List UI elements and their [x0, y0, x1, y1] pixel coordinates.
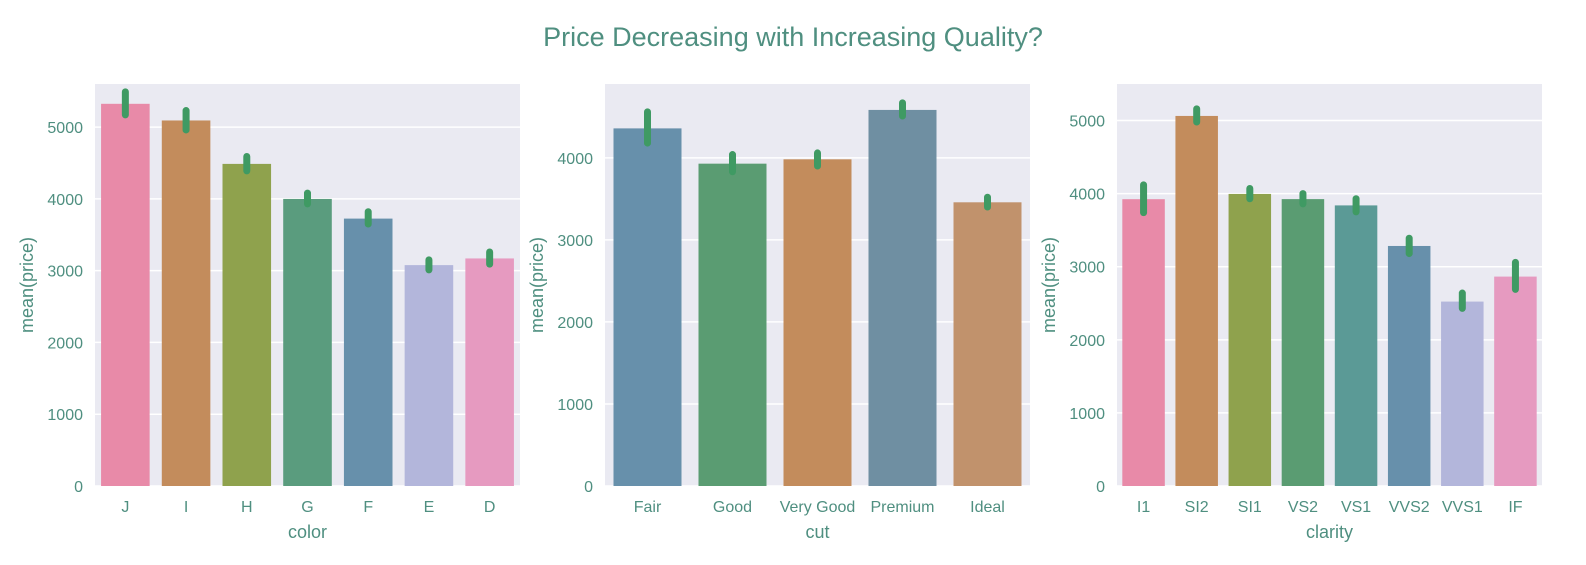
- y-tick-label: 2000: [47, 335, 83, 352]
- x-tick-label: VVS1: [1442, 499, 1483, 516]
- x-tick-label: IF: [1508, 499, 1522, 516]
- bar-Fair: [613, 128, 682, 486]
- bar-VS1: [1334, 205, 1378, 487]
- bar-Very Good: [783, 159, 852, 486]
- bar-SI2: [1175, 115, 1218, 486]
- y-axis-label: mean(price): [527, 237, 547, 333]
- x-tick-label: Ideal: [970, 499, 1005, 516]
- x-tick-label: J: [121, 499, 129, 516]
- x-tick-label: I: [184, 499, 188, 516]
- y-tick-label: 3000: [47, 264, 83, 281]
- y-tick-label: 1000: [47, 407, 83, 424]
- x-tick-label: Good: [713, 499, 752, 516]
- bar-IF: [1494, 276, 1537, 486]
- x-tick-label: G: [301, 499, 313, 516]
- bar-G: [283, 198, 332, 486]
- y-tick-label: 0: [74, 479, 83, 496]
- bar-Good: [698, 163, 767, 487]
- bar-H: [222, 163, 272, 486]
- bar-VVS1: [1441, 301, 1484, 486]
- chart-2: 0 1000 2000 3000 4000 Fair Good Very Good Premiu…: [527, 84, 1030, 542]
- x-tick-label: F: [363, 499, 373, 516]
- x-tick-label: I1: [1137, 499, 1150, 516]
- bar-F: [343, 218, 393, 487]
- bar-D: [465, 258, 514, 486]
- bar-Premium: [868, 109, 937, 486]
- x-tick-label: SI2: [1185, 499, 1209, 516]
- x-tick-label: E: [424, 499, 435, 516]
- x-tick-label: Very Good: [780, 499, 856, 516]
- y-axis-label: mean(price): [1039, 237, 1059, 333]
- bar-VS2: [1281, 199, 1325, 487]
- y-axis-label: mean(price): [17, 237, 37, 333]
- y-tick-label: 4000: [47, 192, 83, 209]
- x-tick-label: Fair: [634, 499, 662, 516]
- bar-Ideal: [953, 202, 1022, 486]
- x-tick-label: D: [484, 499, 496, 516]
- y-tick-label: 0: [584, 479, 593, 496]
- chart-3: 0 1000 2000 3000 4000 5000 I1 SI2 SI1 VS2 VS1 VVS2 V…: [1039, 84, 1542, 542]
- y-tick-label: 3000: [557, 233, 593, 250]
- x-tick-label: H: [241, 499, 253, 516]
- bar-J: [101, 103, 150, 486]
- x-axis-label: clarity: [1306, 522, 1353, 542]
- y-tick-label: 5000: [1069, 114, 1105, 131]
- bar-I: [161, 120, 211, 487]
- y-tick-label: 4000: [557, 151, 593, 168]
- bar-VVS2: [1387, 245, 1431, 486]
- figure-title: Price Decreasing with Increasing Quality…: [543, 22, 1043, 52]
- x-tick-label: SI1: [1238, 499, 1262, 516]
- x-tick-label: VVS2: [1389, 499, 1430, 516]
- bar-E: [404, 265, 454, 486]
- y-tick-label: 1000: [1069, 406, 1105, 423]
- x-tick-label: Premium: [870, 499, 934, 516]
- x-axis-label: color: [288, 522, 327, 542]
- y-tick-label: 1000: [557, 397, 593, 414]
- y-tick-label: 5000: [47, 120, 83, 137]
- bar-SI1: [1228, 193, 1272, 487]
- y-tick-label: 4000: [1069, 187, 1105, 204]
- y-tick-label: 2000: [1069, 333, 1105, 350]
- x-axis-label: cut: [805, 522, 829, 542]
- x-tick-label: VS1: [1341, 499, 1371, 516]
- bar-I1: [1122, 199, 1165, 486]
- y-tick-label: 3000: [1069, 260, 1105, 277]
- y-tick-label: 0: [1096, 479, 1105, 496]
- y-tick-label: 2000: [557, 315, 593, 332]
- x-tick-label: VS2: [1288, 499, 1318, 516]
